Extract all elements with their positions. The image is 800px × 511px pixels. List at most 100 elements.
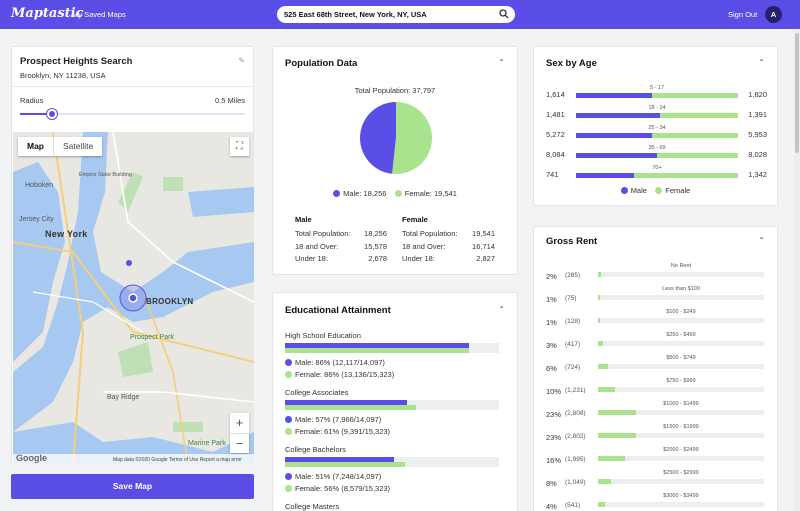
gross-rent-row: 23% (2,808) $1000 - $1499 xyxy=(534,401,779,424)
gross-rent-title: Gross Rent xyxy=(546,236,598,247)
top-bar: Maptastic My Saved Maps 525 East 68th St… xyxy=(0,0,800,29)
map-type-map[interactable]: Map xyxy=(27,141,44,151)
sex-by-age-bar-male xyxy=(576,173,634,178)
gross-rent-percent: 10% xyxy=(546,387,562,396)
fullscreen-icon[interactable]: ⛶ xyxy=(230,137,249,156)
radius-slider-handle[interactable] xyxy=(46,109,57,119)
sex-by-age-bar-female xyxy=(659,113,738,118)
save-map-button[interactable]: Save Map xyxy=(11,474,254,499)
map-label-brooklyn: BROOKLYN xyxy=(146,297,194,306)
search-icon[interactable] xyxy=(499,9,509,21)
map-label-new-york: New York xyxy=(45,229,88,239)
education-item: College Masters xyxy=(285,502,499,511)
sex-by-age-bar xyxy=(576,93,738,98)
legend-female-dot xyxy=(285,428,292,435)
chevron-up-icon[interactable]: ⌃ xyxy=(498,58,505,67)
zoom-control: + − xyxy=(230,413,249,453)
pie-slice-male xyxy=(360,102,396,174)
gross-rent-range: $500 - $749 xyxy=(666,355,696,361)
education-bar-male xyxy=(285,343,499,348)
gross-rent-percent: 4% xyxy=(546,502,557,511)
map-attribution-text[interactable]: Map data ©2020 Google Terms of Use Repor… xyxy=(113,457,242,463)
female-table: Female Total Population: 19,541 18 and Ov… xyxy=(402,215,495,267)
education-legend-male: Male: 57% (7,966/14,097) xyxy=(285,415,499,424)
legend-female: Female xyxy=(665,186,691,195)
gross-rent-bar xyxy=(598,364,764,369)
map-type-satellite[interactable]: Satellite xyxy=(53,137,102,156)
education-legend-male: Male: 51% (7,248/14,097) xyxy=(285,472,499,481)
education-title: Educational Attainment xyxy=(285,305,391,316)
sex-by-age-male-value: 8,084 xyxy=(546,150,565,159)
gross-rent-range: $3000 - $3499 xyxy=(663,493,699,499)
map-view[interactable]: New York BROOKLYN Hoboken Prospect Park … xyxy=(13,132,254,465)
radius-value: 0.5 Miles xyxy=(214,96,245,105)
gross-rent-bar-fill xyxy=(598,318,600,323)
radius-slider[interactable] xyxy=(20,109,245,119)
logo[interactable]: Maptastic xyxy=(11,6,84,21)
education-item: College Associates Male: 57% (7,966/14,09… xyxy=(285,388,499,436)
legend-male-dot xyxy=(285,359,292,366)
table-row: 18 and Over: 15,578 xyxy=(295,241,387,251)
page-scrollbar[interactable] xyxy=(794,29,800,511)
legend-female: Female: 19,541 xyxy=(404,189,457,198)
sex-by-age-male-value: 5,272 xyxy=(546,130,565,139)
chevron-up-icon[interactable]: ⌃ xyxy=(758,58,765,67)
sex-by-age-bar xyxy=(576,153,738,158)
map-attribution: Map data ©2020 Google Terms of Use Repor… xyxy=(13,454,254,465)
gross-rent-range: $2000 - $2499 xyxy=(663,447,699,453)
sex-by-age-female-value: 1,820 xyxy=(748,90,767,99)
chevron-up-icon[interactable]: ⌃ xyxy=(758,236,765,245)
my-saved-maps-link[interactable]: My Saved Maps xyxy=(72,10,126,19)
education-item-name: College Associates xyxy=(285,388,349,397)
map-canvas[interactable] xyxy=(13,132,254,465)
gross-rent-range: $1500 - $1999 xyxy=(663,424,699,430)
gross-rent-range: $100 - $249 xyxy=(666,309,696,315)
gross-rent-percent: 1% xyxy=(546,318,557,327)
zoom-out-button[interactable]: − xyxy=(230,433,249,453)
chevron-up-icon[interactable]: ⌃ xyxy=(498,305,505,314)
sign-out-link[interactable]: Sign Out xyxy=(728,10,758,19)
gross-rent-row: 2% (285) No Rent xyxy=(534,263,779,286)
sex-by-age-row: 741 70+ 1,342 xyxy=(534,165,779,185)
search-address: Brooklyn, NY 11238, USA xyxy=(20,71,106,80)
address-search-input[interactable]: 525 East 68th Street, New York, NY, USA xyxy=(277,6,515,23)
male-table: Male Total Population: 18,256 18 and Over… xyxy=(295,215,387,267)
legend-male: Male xyxy=(630,186,647,195)
radius-label: Radius xyxy=(20,96,44,105)
avatar[interactable]: A xyxy=(765,6,782,23)
gross-rent-count: (128) xyxy=(565,318,581,325)
education-bar-female-fill xyxy=(285,405,416,410)
sex-by-age-row: 1,481 18 - 24 1,391 xyxy=(534,105,779,125)
education-bar-female-fill xyxy=(285,348,470,353)
gross-rent-bar xyxy=(598,502,764,507)
legend-male-dot xyxy=(620,187,628,194)
gross-rent-count: (1,995) xyxy=(565,456,586,463)
education-item: High School Education Male: 86% (12,117/1… xyxy=(285,331,499,379)
education-bar-male-fill xyxy=(285,343,470,348)
sex-by-age-bar-female xyxy=(652,133,738,138)
gross-rent-count: (541) xyxy=(565,502,581,509)
sex-by-age-card: Sex by Age ⌃ 1,614 5 - 17 1,820 1,481 18 - 2… xyxy=(533,46,778,206)
education-female-stat: Female: 86% (13,136/15,323) xyxy=(295,370,395,379)
sex-by-age-bar-female xyxy=(652,93,738,98)
education-bar-female-fill xyxy=(285,462,405,467)
search-title: Prospect Heights Search xyxy=(20,56,133,67)
gross-rent-percent: 8% xyxy=(546,479,557,488)
gross-rent-bar-fill xyxy=(598,364,608,369)
sex-by-age-range: 70+ xyxy=(652,165,662,171)
education-male-stat: Male: 86% (12,117/14,097) xyxy=(295,358,385,367)
gross-rent-percent: 6% xyxy=(546,364,557,373)
gross-rent-row: 4% (541) $3000 - $3499 xyxy=(534,493,779,511)
gross-rent-bar xyxy=(598,318,764,323)
gross-rent-range: No Rent xyxy=(670,263,692,269)
zoom-in-button[interactable]: + xyxy=(235,415,244,430)
radius-slider-fill xyxy=(20,113,52,115)
address-search-value[interactable]: 525 East 68th Street, New York, NY, USA xyxy=(284,10,427,19)
edit-icon[interactable]: ✎ xyxy=(238,56,245,65)
legend-female-dot xyxy=(394,190,402,197)
education-card: Educational Attainment ⌃ High School Edu… xyxy=(272,292,518,511)
gross-rent-row: 1% (128) $100 - $249 xyxy=(534,309,779,332)
education-bar-female xyxy=(285,462,499,467)
gross-rent-bar xyxy=(598,433,764,438)
scrollbar-thumb[interactable] xyxy=(795,33,799,153)
